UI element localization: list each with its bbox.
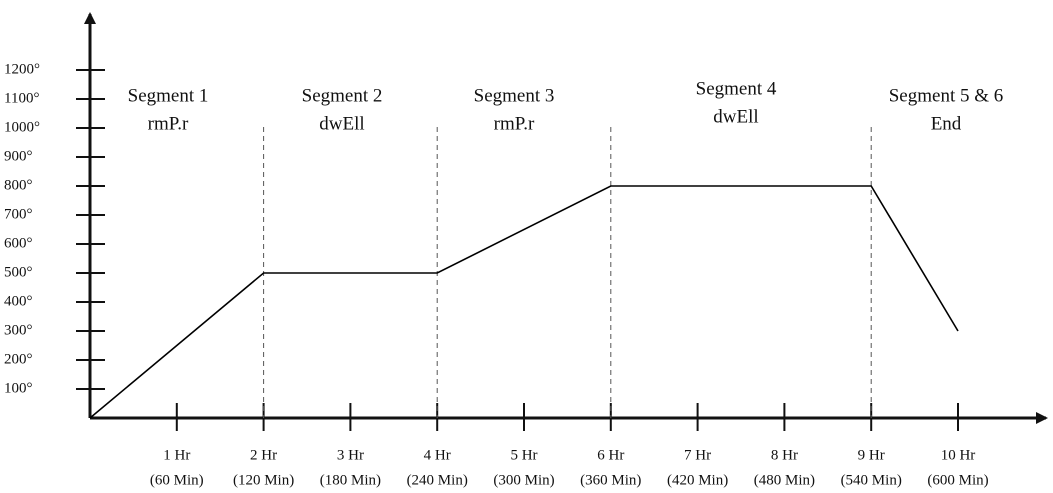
y-tick-label: 100° xyxy=(4,380,33,396)
chart: 100° 200° 300° 400° 500° 600° 700° 800° 900° 1000… xyxy=(0,0,1053,493)
segment-title: Segment 5 & 6 xyxy=(889,85,1004,106)
segment-title: Segment 2 xyxy=(302,85,383,106)
x-tick-label: 5 Hr xyxy=(510,447,537,463)
x-tick-label: 2 Hr xyxy=(250,447,277,463)
y-tick-label: 1200° xyxy=(4,61,40,77)
x-tick-label: 10 Hr xyxy=(941,447,976,463)
x-tick-label: 7 Hr xyxy=(684,447,711,463)
x-tick-sublabel: (480 Min) xyxy=(754,472,815,488)
y-tick-label: 300° xyxy=(4,322,33,338)
y-tick-label: 600° xyxy=(4,235,33,251)
segment-title: Segment 1 xyxy=(128,85,209,106)
segment-mode: dwEll xyxy=(713,106,758,127)
x-tick-sublabel: (180 Min) xyxy=(320,472,381,488)
x-tick-sublabel: (240 Min) xyxy=(407,472,468,488)
temperature-line xyxy=(90,186,958,418)
x-tick-label: 1 Hr xyxy=(163,447,190,463)
segment-title: Segment 3 xyxy=(474,85,555,106)
segment-mode: End xyxy=(931,113,962,134)
x-tick-sublabel: (360 Min) xyxy=(580,472,641,488)
segment-mode: dwEll xyxy=(319,113,364,134)
x-tick-label: 4 Hr xyxy=(424,447,451,463)
y-tick-label: 1000° xyxy=(4,119,40,135)
x-tick-label: 8 Hr xyxy=(771,447,798,463)
y-tick-label: 900° xyxy=(4,148,33,164)
x-tick-sublabel: (120 Min) xyxy=(233,472,294,488)
y-tick-label: 400° xyxy=(4,293,33,309)
y-tick-label: 200° xyxy=(4,351,33,367)
x-tick-label: 3 Hr xyxy=(337,447,364,463)
segment-mode: rmP.r xyxy=(148,113,189,134)
x-tick-sublabel: (420 Min) xyxy=(667,472,728,488)
x-tick-sublabel: (600 Min) xyxy=(927,472,988,488)
segment-title: Segment 4 xyxy=(696,78,777,99)
y-tick-label: 700° xyxy=(4,206,33,222)
x-tick-label: 9 Hr xyxy=(858,447,885,463)
segment-mode: rmP.r xyxy=(494,113,535,134)
y-tick-label: 800° xyxy=(4,177,33,193)
x-tick-sublabel: (300 Min) xyxy=(493,472,554,488)
x-tick-sublabel: (540 Min) xyxy=(841,472,902,488)
y-tick-label: 1100° xyxy=(4,90,39,106)
y-tick-label: 500° xyxy=(4,264,33,280)
x-tick-sublabel: (60 Min) xyxy=(150,472,204,488)
x-tick-label: 6 Hr xyxy=(597,447,624,463)
